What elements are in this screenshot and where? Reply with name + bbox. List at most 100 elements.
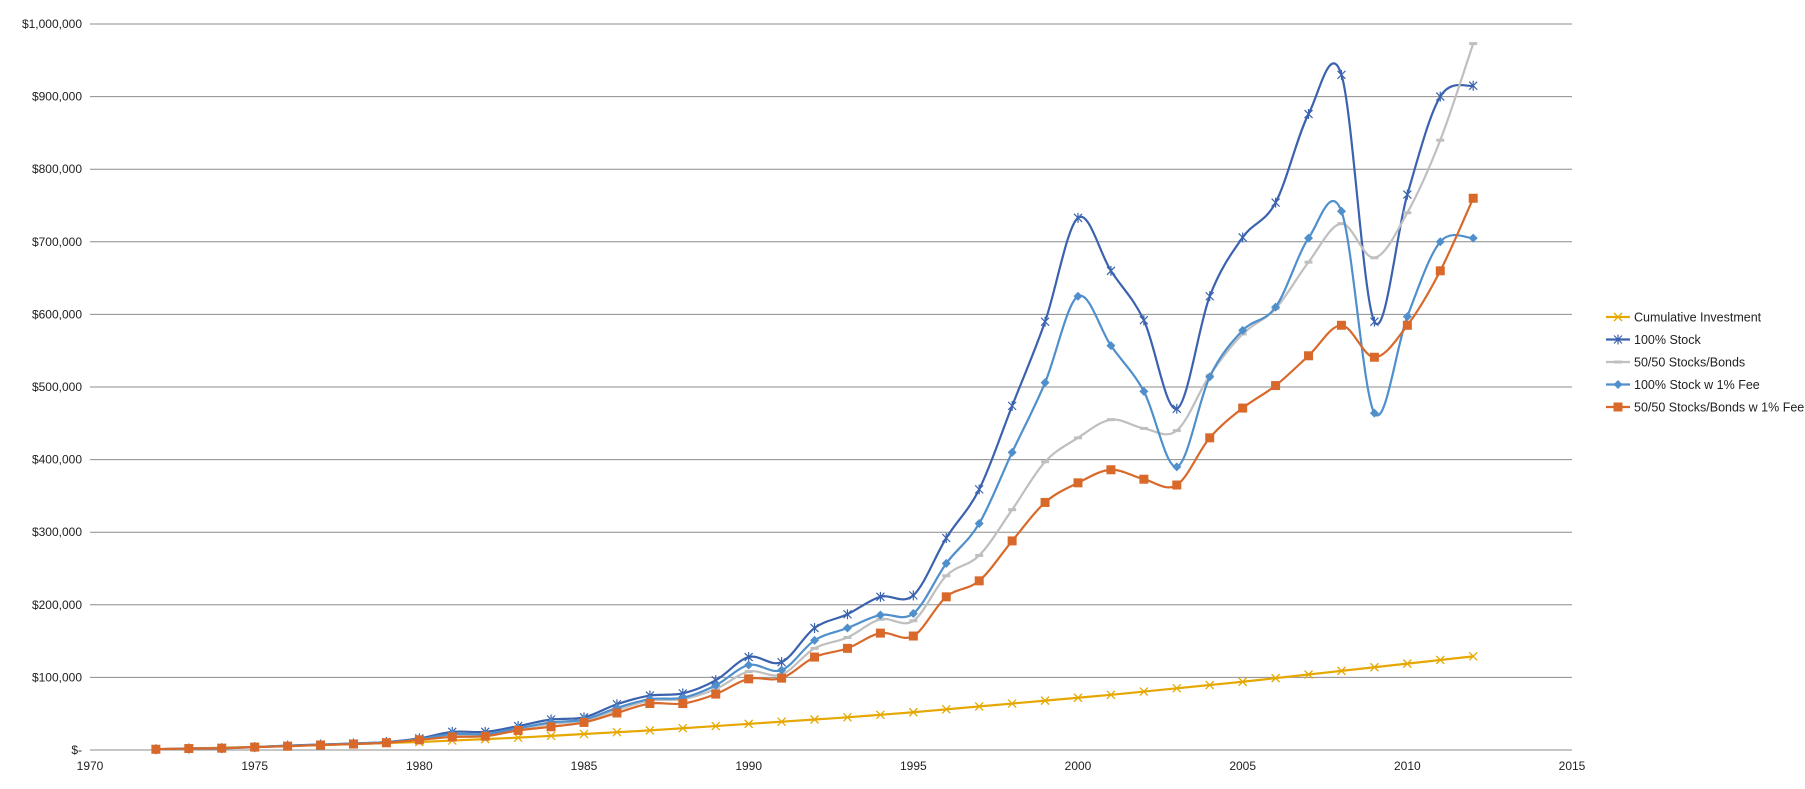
legend: Cumulative Investment 100% Stock 50/50 Sto…	[1606, 311, 1804, 415]
data-point-marker	[908, 707, 918, 717]
series-line	[155, 655, 1474, 751]
dash-mark	[1436, 138, 1445, 142]
data-point-marker	[974, 518, 984, 528]
diamond-mark	[941, 558, 951, 568]
diamond-mark	[1369, 408, 1379, 418]
y-tick-label: $-	[71, 743, 82, 757]
data-point-marker	[612, 727, 622, 737]
square-mark	[217, 743, 227, 753]
legend-label: 100% Stock w 1% Fee	[1634, 378, 1760, 392]
data-point-marker	[1172, 429, 1181, 433]
square-mark	[414, 735, 424, 745]
data-point-marker	[1402, 659, 1412, 669]
data-point-marker	[480, 731, 490, 741]
data-point-marker	[744, 660, 754, 670]
data-point-marker	[744, 652, 754, 663]
data-point-marker	[908, 590, 918, 601]
data-point-marker	[678, 723, 688, 733]
data-point-marker	[875, 610, 885, 620]
diamond-mark	[1205, 372, 1215, 382]
dash-mark	[1074, 436, 1082, 440]
star-mark	[1402, 189, 1412, 200]
data-point-marker	[1271, 197, 1281, 208]
data-point-marker	[513, 725, 523, 735]
star-mark	[908, 590, 918, 601]
data-point-marker	[1073, 291, 1083, 301]
x-mark	[1205, 680, 1215, 690]
data-point-marker	[1613, 380, 1623, 389]
square-mark	[151, 744, 161, 754]
star-mark	[875, 591, 885, 602]
data-point-marker	[1468, 193, 1478, 203]
diamond-mark	[744, 660, 754, 670]
data-point-marker	[1304, 233, 1314, 243]
data-point-marker	[316, 740, 326, 750]
data-point-marker	[1468, 233, 1478, 243]
series-100-stock	[151, 62, 1478, 755]
data-point-marker	[348, 739, 358, 749]
star-mark	[974, 484, 984, 495]
square-mark	[1435, 266, 1445, 276]
star-mark	[1369, 316, 1379, 327]
series-lines	[151, 42, 1478, 755]
x-tick-label: 1990	[735, 759, 762, 773]
data-point-marker	[1139, 386, 1149, 396]
square-mark	[1613, 402, 1623, 412]
data-point-marker	[1172, 683, 1182, 693]
data-point-marker	[1008, 508, 1017, 512]
square-mark	[1369, 352, 1379, 362]
star-mark	[744, 652, 754, 663]
diamond-mark	[777, 665, 787, 675]
data-point-marker	[1106, 265, 1116, 276]
data-point-marker	[283, 741, 293, 751]
dash-mark	[1041, 460, 1050, 464]
square-mark	[842, 643, 852, 653]
x-tick-label: 1970	[77, 759, 104, 773]
data-point-marker	[381, 738, 391, 748]
data-point-marker	[1337, 69, 1346, 80]
square-mark	[579, 717, 589, 727]
dash-mark	[942, 574, 951, 578]
diamond-mark	[1106, 341, 1116, 351]
legend-label: 50/50 Stocks/Bonds w 1% Fee	[1634, 401, 1804, 415]
dash-mark	[1403, 211, 1412, 215]
legend-label: Cumulative Investment	[1634, 311, 1762, 325]
x-mark	[1468, 651, 1478, 661]
x-mark	[744, 719, 754, 729]
data-point-marker	[1073, 212, 1083, 223]
data-point-marker	[546, 731, 556, 741]
star-mark	[843, 609, 852, 620]
data-point-marker	[645, 699, 655, 709]
square-mark	[1336, 320, 1346, 330]
dash-mark	[975, 553, 984, 557]
diamond-mark	[1304, 233, 1314, 243]
diamond-mark	[1139, 386, 1149, 396]
data-point-marker	[1435, 91, 1445, 102]
series-line	[155, 197, 1475, 751]
star-mark	[777, 657, 787, 668]
square-mark	[974, 576, 984, 586]
data-point-marker	[1238, 325, 1248, 335]
data-point-marker	[908, 609, 918, 619]
legend-item: 100% Stock w 1% Fee	[1606, 378, 1760, 392]
diamond-mark	[908, 609, 918, 619]
data-point-marker	[447, 732, 457, 742]
square-mark	[1205, 433, 1215, 443]
dash-mark	[744, 670, 753, 674]
data-point-marker	[1139, 426, 1148, 430]
data-point-marker	[1205, 291, 1215, 302]
data-point-marker	[1106, 341, 1116, 351]
diamond-mark	[810, 635, 820, 645]
x-tick-label: 2010	[1394, 759, 1421, 773]
square-mark	[1304, 351, 1314, 361]
data-point-marker	[1172, 462, 1182, 472]
data-point-marker	[974, 701, 984, 711]
data-point-marker	[875, 628, 885, 638]
dash-mark	[1304, 260, 1313, 264]
square-mark	[875, 628, 885, 638]
data-point-marker	[777, 665, 787, 675]
y-axis-ticks: $- $100,000 $200,000 $300,000 $400,000 $500,0…	[22, 17, 82, 757]
x-mark	[1271, 673, 1281, 683]
data-point-marker	[1369, 316, 1379, 327]
square-mark	[777, 673, 787, 683]
